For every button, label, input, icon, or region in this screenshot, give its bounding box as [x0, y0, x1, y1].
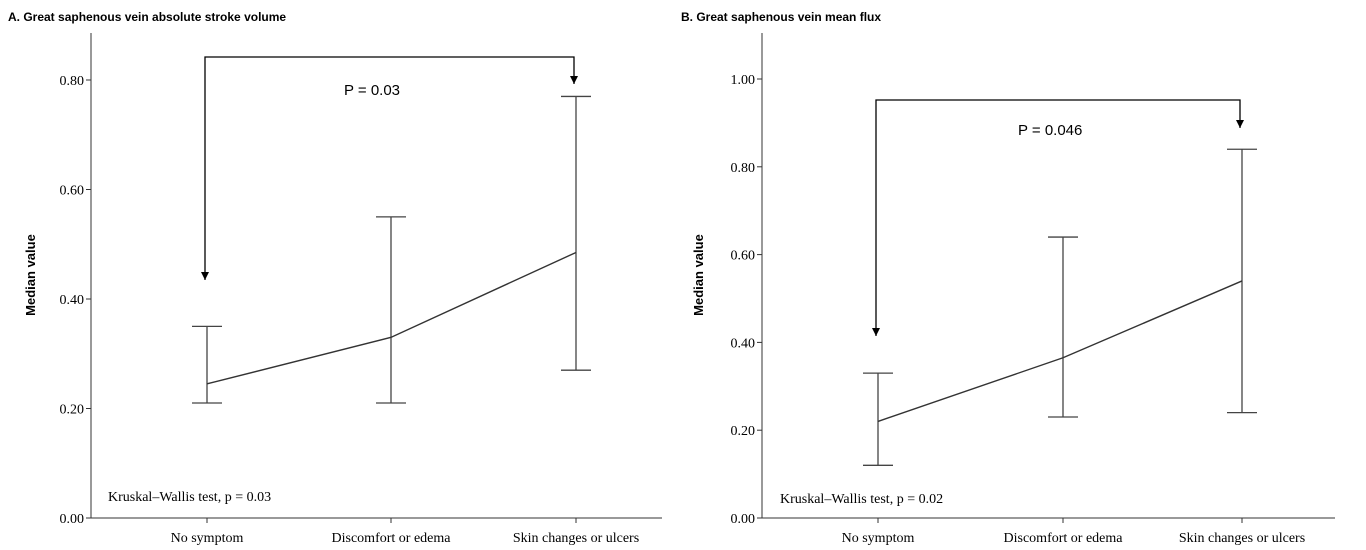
panel-a-median-line: [206, 251, 577, 385]
panel-a-x-tick-label: Discomfort or edema: [332, 531, 452, 546]
panel-a-significance-bracket: [204, 56, 575, 280]
panel-b-ylabel: Median value: [691, 234, 706, 316]
panel-a-arrow-head-left: [201, 272, 209, 280]
panel-b-arrow-head-right: [1236, 120, 1244, 128]
panel-a-title: A. Great saphenous vein absolute stroke …: [8, 10, 286, 24]
panel-a-arrow-head-right: [570, 76, 578, 84]
panel-a-y-tick-label: 0.20: [60, 403, 85, 418]
panel-b-test-note: Kruskal–Wallis test, p = 0.02: [780, 492, 943, 507]
panel-a-y-tick-label: 0.00: [60, 512, 85, 527]
panel-b-x-tick-label: Skin changes or ulcers: [1179, 531, 1305, 546]
panel-b-x-tick-label: Discomfort or edema: [1004, 531, 1124, 546]
panel-a-plot: 0.00 0.20 0.40 0.60 0.80 No symptom Discomfort…: [60, 33, 662, 546]
panel-b-y-tick-label: 1.00: [731, 73, 756, 88]
panel-b-plot: 0.00 0.20 0.40 0.60 0.80 1.00 No symptom Discom…: [731, 33, 1335, 546]
panel-a-ylabel: Median value: [23, 234, 38, 316]
panel-b-error-bar: [1048, 236, 1078, 418]
panel-b-y-tick-label: 0.40: [731, 336, 756, 351]
panel-a-pvalue: P = 0.03: [344, 82, 400, 99]
panel-b-significance-bracket: [875, 99, 1241, 336]
panel-a-error-bar: [376, 216, 406, 404]
panel-b-y-tick-label: 0.80: [731, 161, 756, 176]
panel-a-x-tick-label: No symptom: [171, 531, 244, 546]
panel-a-error-bar: [561, 95, 591, 371]
panel-b-pvalue: P = 0.046: [1018, 122, 1082, 139]
panel-a-y-tick-label: 0.60: [60, 184, 85, 199]
panel-b-median-line: [877, 280, 1243, 423]
panel-a-y-tick-label: 0.80: [60, 74, 85, 89]
panel-b-title: B. Great saphenous vein mean flux: [681, 10, 881, 24]
panel-a-y-tick-label: 0.40: [60, 293, 85, 308]
panel-b-y-tick-label: 0.20: [731, 424, 756, 439]
panel-a-test-note: Kruskal–Wallis test, p = 0.03: [108, 490, 271, 505]
panel-b-y-tick-label: 0.60: [731, 249, 756, 264]
panel-b-error-bar: [863, 372, 893, 466]
panel-b-arrow-head-left: [872, 328, 880, 336]
panel-a-error-bar: [192, 325, 222, 404]
panel-b-y-tick-label: 0.00: [731, 512, 756, 527]
panel-b-x-tick-label: No symptom: [842, 531, 915, 546]
panel-a-x-tick-label: Skin changes or ulcers: [513, 531, 639, 546]
